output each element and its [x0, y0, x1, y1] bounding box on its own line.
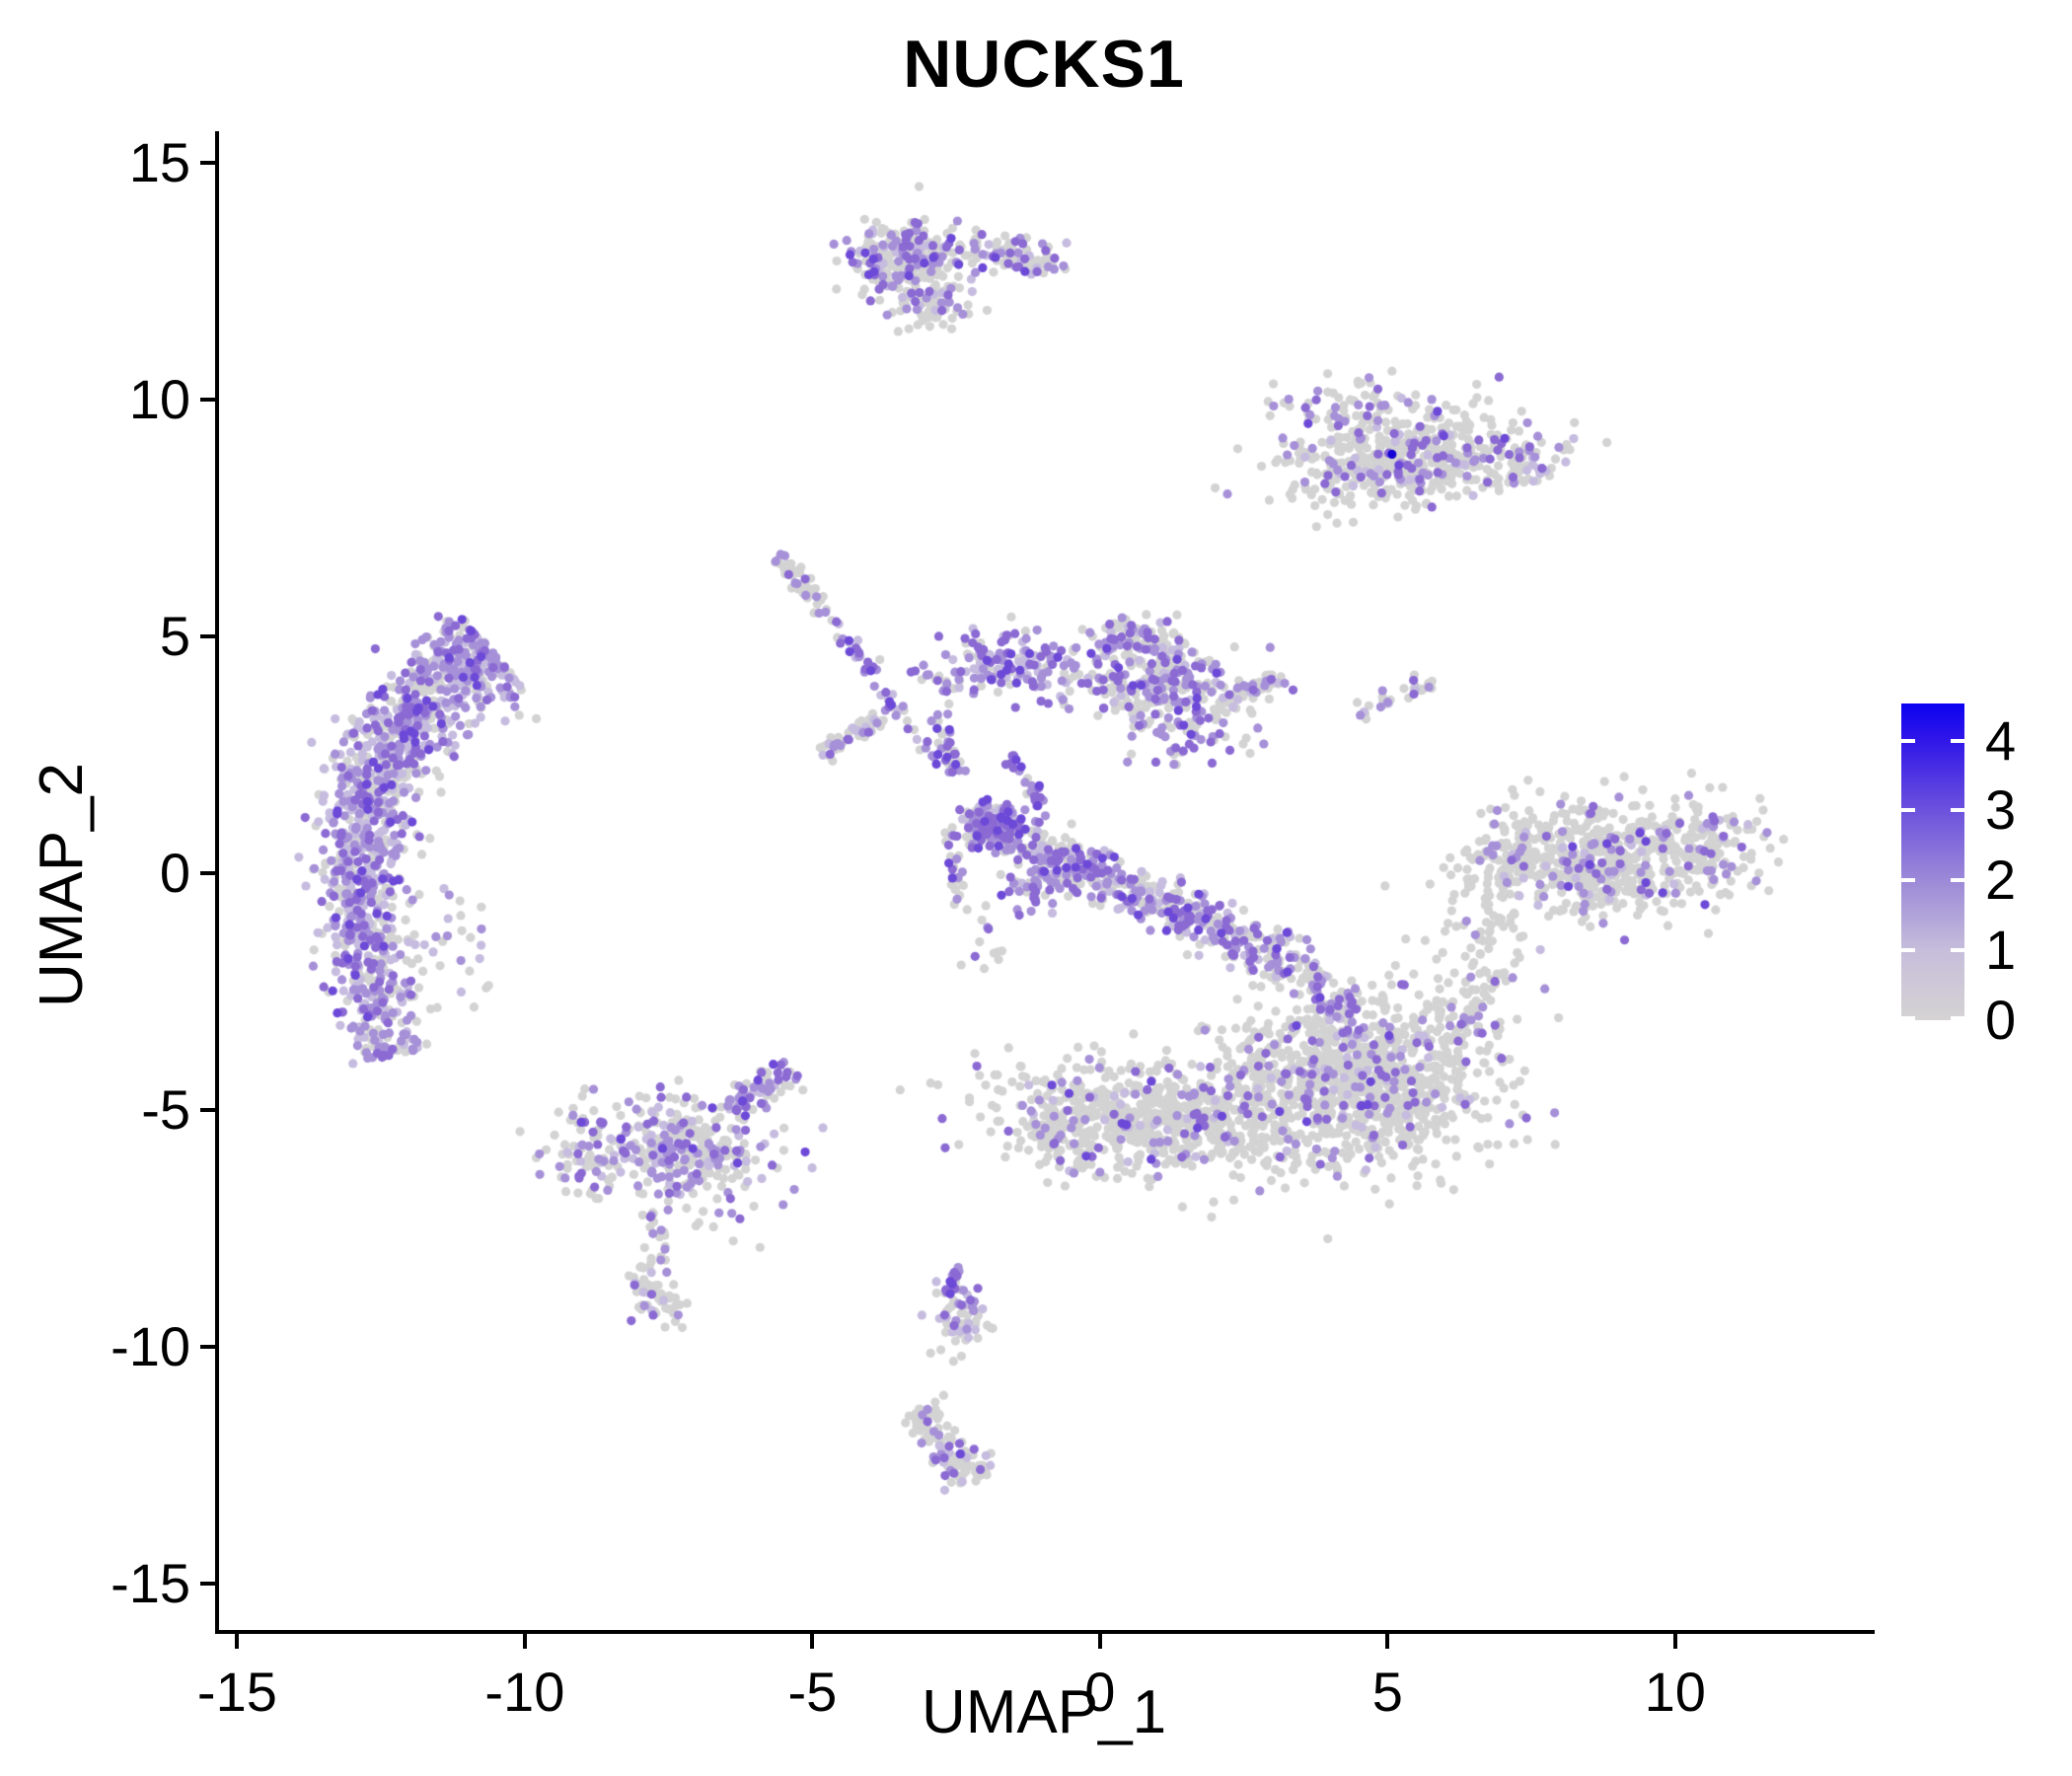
x-tick-mark — [235, 1634, 240, 1649]
legend-tick-mark — [1901, 808, 1915, 813]
y-tick-label: -10 — [111, 1315, 190, 1377]
legend-tick-mark — [1951, 1016, 1964, 1020]
y-tick-label: -15 — [111, 1551, 190, 1614]
x-axis-line — [215, 1630, 1875, 1634]
x-tick-mark — [1097, 1634, 1102, 1649]
legend-tick-mark — [1951, 948, 1964, 953]
plot-title: NUCKS1 — [903, 27, 1185, 102]
legend-tick-label: 4 — [1985, 708, 2017, 772]
legend-tick-mark — [1951, 738, 1964, 743]
x-axis-title: UMAP_1 — [921, 1678, 1167, 1746]
legend-tick-mark — [1951, 878, 1964, 883]
legend-tick-label: 3 — [1985, 778, 2017, 842]
x-tick-mark — [1672, 1634, 1677, 1649]
legend-gradient-bar — [1901, 703, 1964, 1020]
x-tick-label: -5 — [787, 1661, 838, 1723]
x-tick-mark — [810, 1634, 815, 1649]
legend-tick-mark — [1901, 948, 1915, 953]
y-tick-mark — [200, 871, 215, 876]
legend-tick-label: 2 — [1985, 849, 2017, 912]
scatter-canvas — [219, 133, 1871, 1630]
legend-tick-mark — [1951, 808, 1964, 813]
y-tick-mark — [200, 1108, 215, 1113]
y-tick-mark — [200, 398, 215, 403]
y-axis-line — [215, 131, 219, 1634]
y-tick-mark — [200, 634, 215, 639]
x-tick-mark — [1385, 1634, 1390, 1649]
x-tick-mark — [522, 1634, 527, 1649]
y-tick-label: -5 — [141, 1078, 190, 1142]
legend-tick-label: 0 — [1985, 989, 2017, 1051]
x-tick-label: 0 — [1084, 1661, 1116, 1723]
y-tick-label: 15 — [128, 131, 190, 194]
x-tick-label: -15 — [196, 1661, 277, 1723]
y-tick-label: 0 — [159, 842, 190, 905]
legend-tick-mark — [1901, 1016, 1915, 1020]
y-tick-mark — [200, 1345, 215, 1349]
legend-tick-mark — [1901, 878, 1915, 883]
x-tick-label: -10 — [484, 1661, 565, 1723]
legend-tick-mark — [1901, 738, 1915, 743]
y-tick-label: 5 — [159, 605, 190, 668]
x-tick-label: 5 — [1371, 1661, 1403, 1723]
y-axis-title: UMAP_2 — [28, 762, 96, 1008]
x-tick-label: 10 — [1644, 1661, 1706, 1723]
y-tick-mark — [200, 161, 215, 166]
y-tick-mark — [200, 1581, 215, 1586]
legend-tick-label: 1 — [1985, 919, 2017, 982]
y-tick-label: 10 — [128, 368, 190, 431]
